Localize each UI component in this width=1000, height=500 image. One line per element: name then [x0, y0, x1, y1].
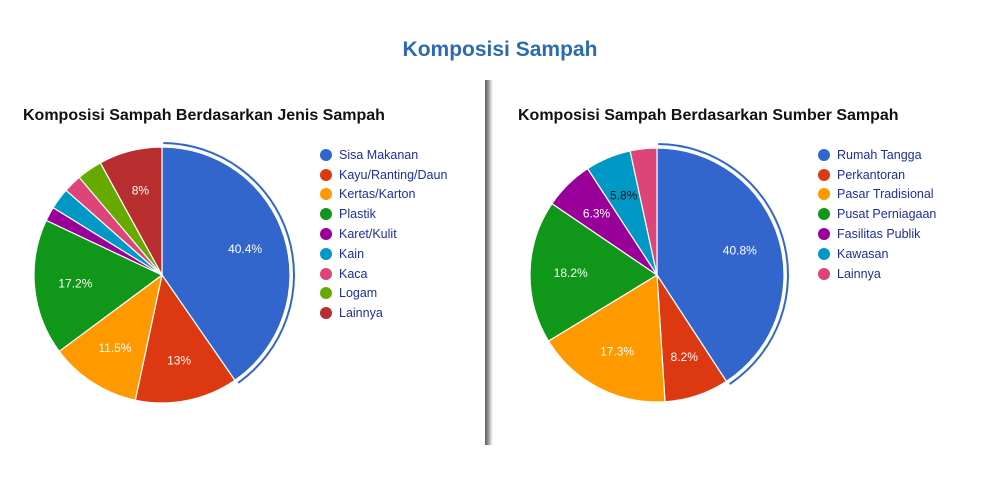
legend-label: Lainnya: [339, 306, 383, 321]
legend-label: Fasilitas Publik: [837, 227, 921, 242]
slice-value-label: 5.8%: [610, 188, 638, 202]
legend-color-dot: [320, 247, 332, 260]
chart-title: Komposisi Sampah Berdasarkan Sumber Samp…: [518, 107, 899, 124]
legend-label: Rumah Tangga: [837, 147, 922, 162]
chart-title: Komposisi Sampah Berdasarkan Jenis Sampa…: [23, 107, 385, 124]
slice-value-label: 11.5%: [98, 341, 131, 355]
chart-sumber-sampah: Komposisi Sampah Berdasarkan Sumber Samp…: [500, 95, 980, 425]
slice-value-label: 40.8%: [723, 243, 757, 257]
legend: Sisa Makanan Kayu/Ranting/Daun Kertas/Kart…: [320, 145, 447, 323]
legend-item-lainnya: Lainnya: [320, 303, 447, 323]
legend-color-dot: [818, 267, 830, 280]
legend-label: Kain: [339, 246, 365, 261]
pie-slice-plastik: [33, 219, 164, 353]
slice-value-label: 18.2%: [554, 266, 588, 280]
legend-item-logam: Logam: [320, 284, 447, 304]
legend: Rumah Tangga Perkantoran Pasar Tradisional…: [818, 145, 936, 284]
chart-jenis-sampah: Komposisi Sampah Berdasarkan Jenis Sampa…: [0, 95, 480, 425]
panel-divider: [485, 80, 493, 445]
legend-color-dot: [320, 188, 332, 201]
legend-color-dot: [320, 287, 332, 300]
page-title: Komposisi Sampah: [402, 38, 598, 61]
legend-item-lainnya: Lainnya: [818, 264, 936, 284]
legend-label: Kaca: [339, 266, 368, 281]
slice-highlight-arc: [658, 143, 789, 385]
legend-label: Perkantoran: [837, 167, 906, 182]
pie-slice-pasar-tradisional: [547, 273, 666, 403]
pie-chart: 40.4% 13% 11.5% 17.2% 8%: [33, 142, 295, 404]
legend-item-plastik: Plastik: [320, 204, 447, 224]
legend-color-dot: [818, 208, 830, 221]
legend-color-dot: [818, 148, 830, 161]
legend-label: Plastik: [339, 207, 376, 222]
pie-slice-kertas-karton: [58, 273, 163, 401]
legend-item-rumah-tangga: Rumah Tangga: [818, 145, 936, 165]
legend-item-perkantoran: Perkantoran: [818, 165, 936, 185]
pie-slice-kayu-ranting-daun: [134, 273, 236, 404]
slice-value-label: 17.2%: [58, 277, 92, 291]
legend-color-dot: [320, 267, 332, 280]
legend-label: Kawasan: [837, 246, 889, 261]
legend-item-kayu-ranting-daun: Kayu/Ranting/Daun: [320, 165, 447, 185]
legend-color-dot: [818, 168, 830, 181]
legend-label: Sisa Makanan: [339, 147, 419, 162]
legend-color-dot: [818, 228, 830, 241]
legend-label: Kayu/Ranting/Daun: [339, 167, 448, 182]
pie-slice-sisa-makanan: [161, 146, 291, 382]
legend-item-kaca: Kaca: [320, 264, 447, 284]
legend-color-dot: [818, 188, 830, 201]
legend-color-dot: [818, 247, 830, 260]
legend-item-sisa-makanan: Sisa Makanan: [320, 145, 447, 165]
legend-color-dot: [320, 208, 332, 221]
legend-label: Pusat Perniagaan: [837, 207, 937, 222]
legend-label: Kertas/Karton: [339, 187, 416, 202]
legend-label: Pasar Tradisional: [837, 187, 934, 202]
legend-item-kertas-karton: Kertas/Karton: [320, 185, 447, 205]
legend-label: Lainnya: [837, 266, 881, 281]
legend-item-fasilitas-publik: Fasilitas Publik: [818, 224, 936, 244]
slice-value-label: 17.3%: [600, 345, 634, 359]
pie-slice-lainnya: [99, 146, 163, 276]
legend-color-dot: [320, 307, 332, 320]
slice-value-label: 8%: [132, 184, 150, 198]
pie-chart: 40.8% 8.2% 17.3% 18.2% 6.3% 5.8%: [529, 143, 789, 403]
pie-slice-lainnya: [629, 147, 658, 276]
legend-item-kawasan: Kawasan: [818, 244, 936, 264]
legend-color-dot: [320, 168, 332, 181]
legend-item-pusat-perniagaan: Pusat Perniagaan: [818, 204, 936, 224]
legend-label: Karet/Kulit: [339, 227, 397, 242]
pie-slice-pusat-perniagaan: [529, 202, 659, 342]
slice-highlight-arc: [163, 142, 295, 384]
legend-item-pasar-tradisional: Pasar Tradisional: [818, 185, 936, 205]
legend-color-dot: [320, 228, 332, 241]
slice-value-label: 6.3%: [583, 206, 611, 220]
legend-label: Logam: [339, 286, 378, 301]
legend-item-karet-kulit: Karet/Kulit: [320, 224, 447, 244]
slice-value-label: 40.4%: [228, 242, 262, 256]
slice-value-label: 13%: [167, 353, 191, 367]
slice-value-label: 8.2%: [671, 350, 699, 364]
legend-item-kain: Kain: [320, 244, 447, 264]
legend-color-dot: [320, 148, 332, 161]
